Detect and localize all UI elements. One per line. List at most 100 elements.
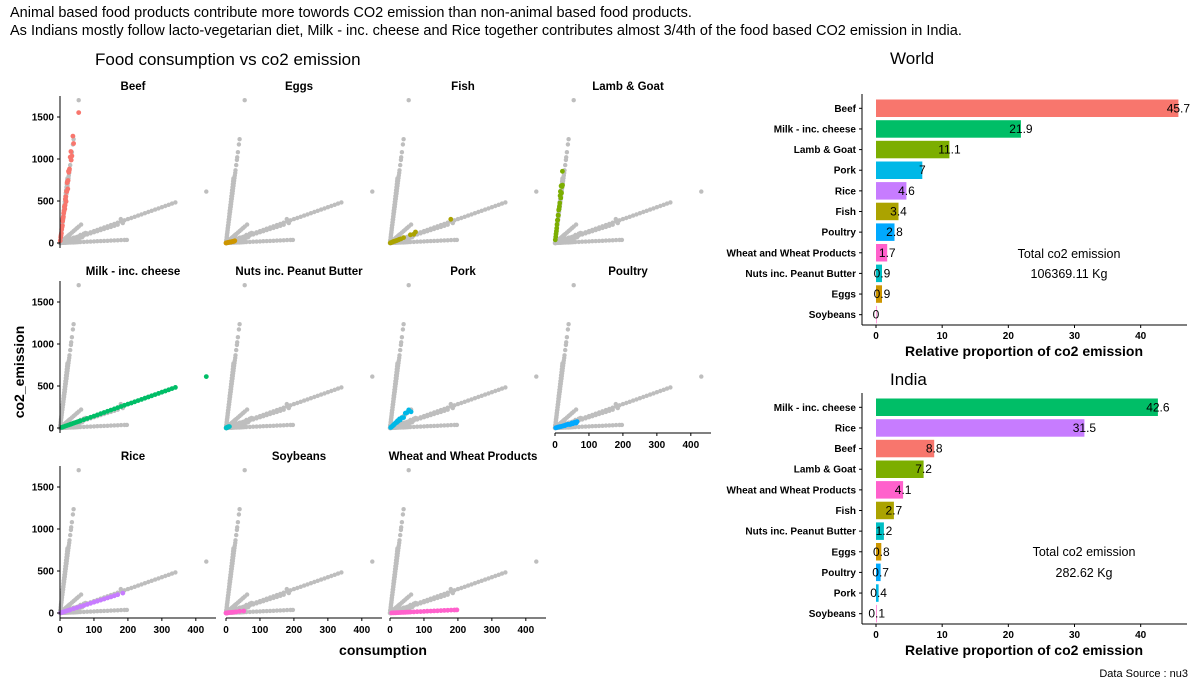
background-point bbox=[637, 396, 643, 401]
background-point bbox=[254, 416, 259, 421]
background-point bbox=[267, 596, 273, 602]
background-point bbox=[295, 585, 300, 591]
background-point bbox=[135, 213, 141, 218]
data-point bbox=[554, 222, 560, 227]
facet-label-fish: Fish bbox=[451, 81, 475, 93]
background-point bbox=[401, 507, 406, 512]
india-bar-rice bbox=[876, 419, 1085, 437]
background-point bbox=[271, 238, 276, 243]
background-point bbox=[332, 572, 337, 577]
background-point bbox=[124, 422, 130, 428]
background-point bbox=[247, 418, 252, 423]
background-point bbox=[298, 214, 303, 219]
background-point bbox=[124, 237, 130, 243]
data-source-note: Data Source : nu3 bbox=[1099, 668, 1188, 680]
background-point bbox=[613, 422, 619, 428]
world-bar-fish bbox=[876, 202, 899, 221]
x-tick-label: 400 bbox=[682, 440, 699, 451]
background-point bbox=[472, 581, 478, 586]
x-tick-label: 0 bbox=[223, 625, 229, 636]
background-point bbox=[406, 283, 411, 288]
background-point bbox=[534, 374, 539, 379]
background-point bbox=[68, 162, 73, 168]
background-point bbox=[88, 231, 93, 236]
x-tick-label: 200 bbox=[286, 625, 303, 636]
background-point bbox=[237, 507, 242, 512]
background-point bbox=[661, 387, 666, 392]
background-point bbox=[408, 592, 414, 597]
india-bar-poultry bbox=[876, 563, 881, 582]
background-point bbox=[146, 579, 151, 585]
background-point bbox=[235, 150, 241, 155]
background-point bbox=[586, 424, 592, 429]
background-point bbox=[415, 239, 420, 244]
world-category-label: Beef bbox=[834, 104, 856, 115]
background-point bbox=[406, 98, 411, 103]
background-point bbox=[318, 207, 324, 212]
background-point bbox=[281, 423, 286, 428]
background-point bbox=[431, 596, 437, 602]
background-point bbox=[291, 216, 297, 222]
background-point bbox=[278, 608, 283, 613]
background-point bbox=[586, 239, 592, 244]
background-point bbox=[237, 137, 242, 142]
background-point bbox=[425, 229, 430, 234]
background-point bbox=[78, 407, 84, 412]
background-point bbox=[315, 578, 320, 583]
background-point bbox=[428, 227, 433, 233]
background-point bbox=[476, 394, 481, 400]
background-point bbox=[431, 423, 437, 429]
background-point bbox=[435, 423, 440, 428]
background-point bbox=[322, 391, 327, 396]
background-point bbox=[428, 412, 433, 418]
background-point bbox=[236, 327, 242, 332]
background-point bbox=[479, 393, 484, 398]
background-point bbox=[418, 231, 423, 236]
background-point bbox=[493, 203, 498, 209]
background-point bbox=[428, 238, 433, 244]
background-point bbox=[469, 582, 474, 587]
background-point bbox=[573, 424, 578, 430]
india-category-label: Eggs bbox=[832, 547, 857, 558]
background-point bbox=[593, 423, 598, 429]
india-category-label: Lamb & Goat bbox=[794, 465, 857, 476]
background-point bbox=[233, 538, 238, 543]
background-point bbox=[298, 399, 303, 404]
background-point bbox=[129, 215, 134, 221]
background-point bbox=[397, 168, 402, 173]
background-point bbox=[564, 340, 569, 345]
background-point bbox=[318, 577, 324, 582]
background-point bbox=[610, 407, 615, 412]
y-tick-label: 0 bbox=[48, 424, 54, 435]
data-point bbox=[438, 608, 444, 613]
data-point bbox=[68, 149, 74, 154]
background-point bbox=[291, 586, 297, 592]
background-point bbox=[603, 224, 609, 230]
y-tick-label: 0 bbox=[48, 239, 54, 250]
background-point bbox=[142, 581, 148, 586]
background-point bbox=[301, 583, 307, 588]
background-point bbox=[400, 512, 406, 517]
background-point bbox=[69, 340, 74, 345]
world-value-label: 7 bbox=[919, 163, 926, 177]
background-point bbox=[70, 327, 76, 332]
india-value-label: 0.1 bbox=[868, 607, 885, 621]
background-point bbox=[286, 220, 291, 226]
background-point bbox=[251, 417, 256, 422]
facet-label-soybeans: Soybeans bbox=[272, 451, 326, 463]
scatter-title: Food consumption vs co2 emission bbox=[95, 50, 361, 69]
background-point bbox=[81, 609, 86, 615]
data-point bbox=[60, 223, 65, 228]
facet-label-wheat-and-wheat-products: Wheat and Wheat Products bbox=[389, 451, 538, 463]
background-point bbox=[286, 590, 291, 596]
background-point bbox=[404, 605, 410, 610]
background-point bbox=[244, 419, 249, 424]
background-point bbox=[593, 412, 598, 418]
background-point bbox=[69, 335, 75, 340]
background-point bbox=[699, 374, 704, 379]
subtitle-line-2: As Indians mostly follow lacto-vegetaria… bbox=[10, 23, 962, 39]
background-point bbox=[496, 387, 501, 392]
background-point bbox=[108, 238, 114, 243]
background-point bbox=[125, 216, 131, 222]
background-point bbox=[399, 150, 405, 155]
